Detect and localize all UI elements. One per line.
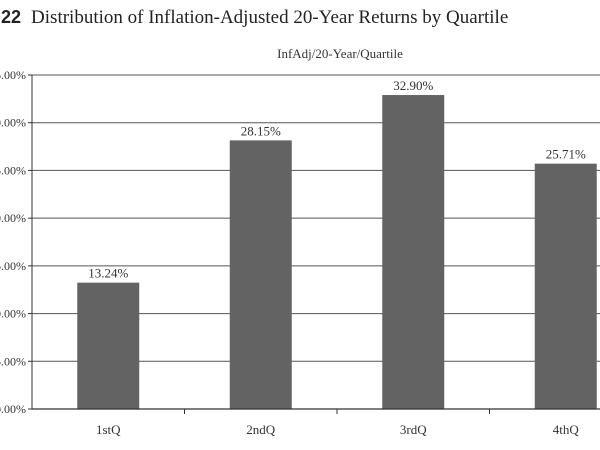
- y-tick-label: 0.00%: [0, 402, 26, 416]
- x-tick-label: 4thQ: [553, 422, 580, 437]
- bar: [534, 163, 597, 409]
- labels: 0.00% 5.00% 10.00% 15.00% 20.00% 25.00% 30.00%…: [0, 68, 586, 437]
- y-tick-label: 20.00%: [0, 211, 26, 225]
- x-tick-label: 3rdQ: [400, 422, 427, 437]
- data-label: 13.24%: [88, 266, 128, 281]
- axes: [28, 74, 600, 414]
- data-label: 28.15%: [241, 123, 281, 138]
- data-label: 25.71%: [546, 147, 586, 162]
- y-tick-label: 25.00%: [0, 163, 26, 177]
- bar: [382, 95, 445, 409]
- figure-number: 8.22: [0, 7, 22, 27]
- x-tick-label: 1stQ: [96, 422, 121, 437]
- bars: [77, 95, 597, 409]
- bar: [77, 282, 140, 409]
- figure-caption: Distribution of Inflation-Adjusted 20-Ye…: [31, 7, 509, 28]
- figure-header: 8.22 Distribution of Inflation-Adjusted 2…: [0, 2, 508, 32]
- y-tick-label: 35.00%: [0, 68, 26, 82]
- y-tick-label: 15.00%: [0, 259, 26, 273]
- y-tick-label: 5.00%: [0, 354, 26, 368]
- chart-title: InfAdj/20-Year/Quartile: [277, 46, 403, 61]
- bar: [229, 140, 292, 409]
- x-tick-label: 2ndQ: [246, 422, 276, 437]
- data-label: 32.90%: [393, 78, 433, 93]
- y-tick-label: 10.00%: [0, 307, 26, 321]
- y-tick-label: 30.00%: [0, 116, 26, 130]
